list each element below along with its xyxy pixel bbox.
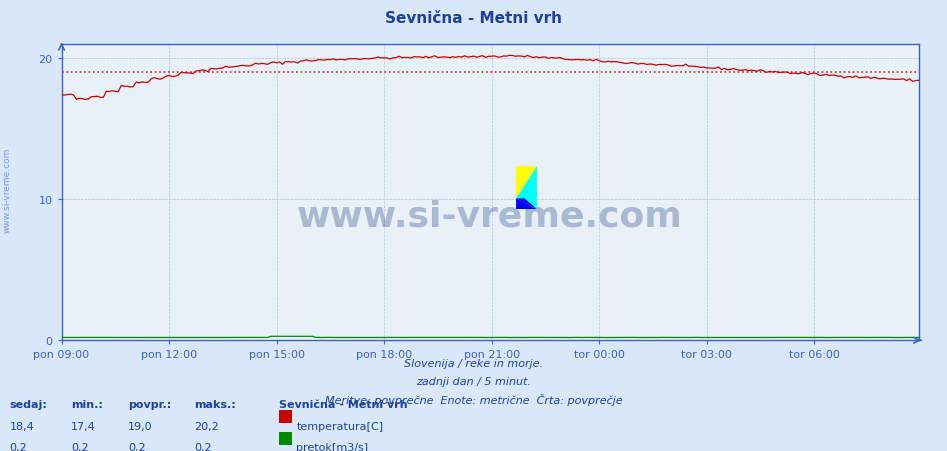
Text: 18,4: 18,4 bbox=[9, 421, 34, 431]
Text: 20,2: 20,2 bbox=[194, 421, 219, 431]
Text: sedaj:: sedaj: bbox=[9, 399, 47, 409]
Text: 0,2: 0,2 bbox=[9, 442, 27, 451]
Text: 19,0: 19,0 bbox=[128, 421, 152, 431]
Text: povpr.:: povpr.: bbox=[128, 399, 171, 409]
Text: maks.:: maks.: bbox=[194, 399, 236, 409]
Text: Meritve: povprečne  Enote: metrične  Črta: povprečje: Meritve: povprečne Enote: metrične Črta:… bbox=[325, 393, 622, 405]
Text: zadnji dan / 5 minut.: zadnji dan / 5 minut. bbox=[416, 376, 531, 386]
Text: pretok[m3/s]: pretok[m3/s] bbox=[296, 442, 368, 451]
Text: 0,2: 0,2 bbox=[128, 442, 146, 451]
Polygon shape bbox=[516, 199, 537, 210]
Text: www.si-vreme.com: www.si-vreme.com bbox=[3, 147, 12, 232]
Text: Sevnična - Metni vrh: Sevnična - Metni vrh bbox=[279, 399, 408, 409]
Text: 0,2: 0,2 bbox=[71, 442, 89, 451]
Text: min.:: min.: bbox=[71, 399, 103, 409]
Polygon shape bbox=[516, 167, 537, 210]
Text: www.si-vreme.com: www.si-vreme.com bbox=[297, 199, 683, 234]
Polygon shape bbox=[516, 167, 537, 199]
Text: Slovenija / reke in morje.: Slovenija / reke in morje. bbox=[404, 359, 543, 368]
Polygon shape bbox=[516, 199, 537, 210]
Text: temperatura[C]: temperatura[C] bbox=[296, 421, 384, 431]
Text: 0,2: 0,2 bbox=[194, 442, 212, 451]
Text: Sevnična - Metni vrh: Sevnična - Metni vrh bbox=[385, 11, 562, 26]
Text: 17,4: 17,4 bbox=[71, 421, 96, 431]
